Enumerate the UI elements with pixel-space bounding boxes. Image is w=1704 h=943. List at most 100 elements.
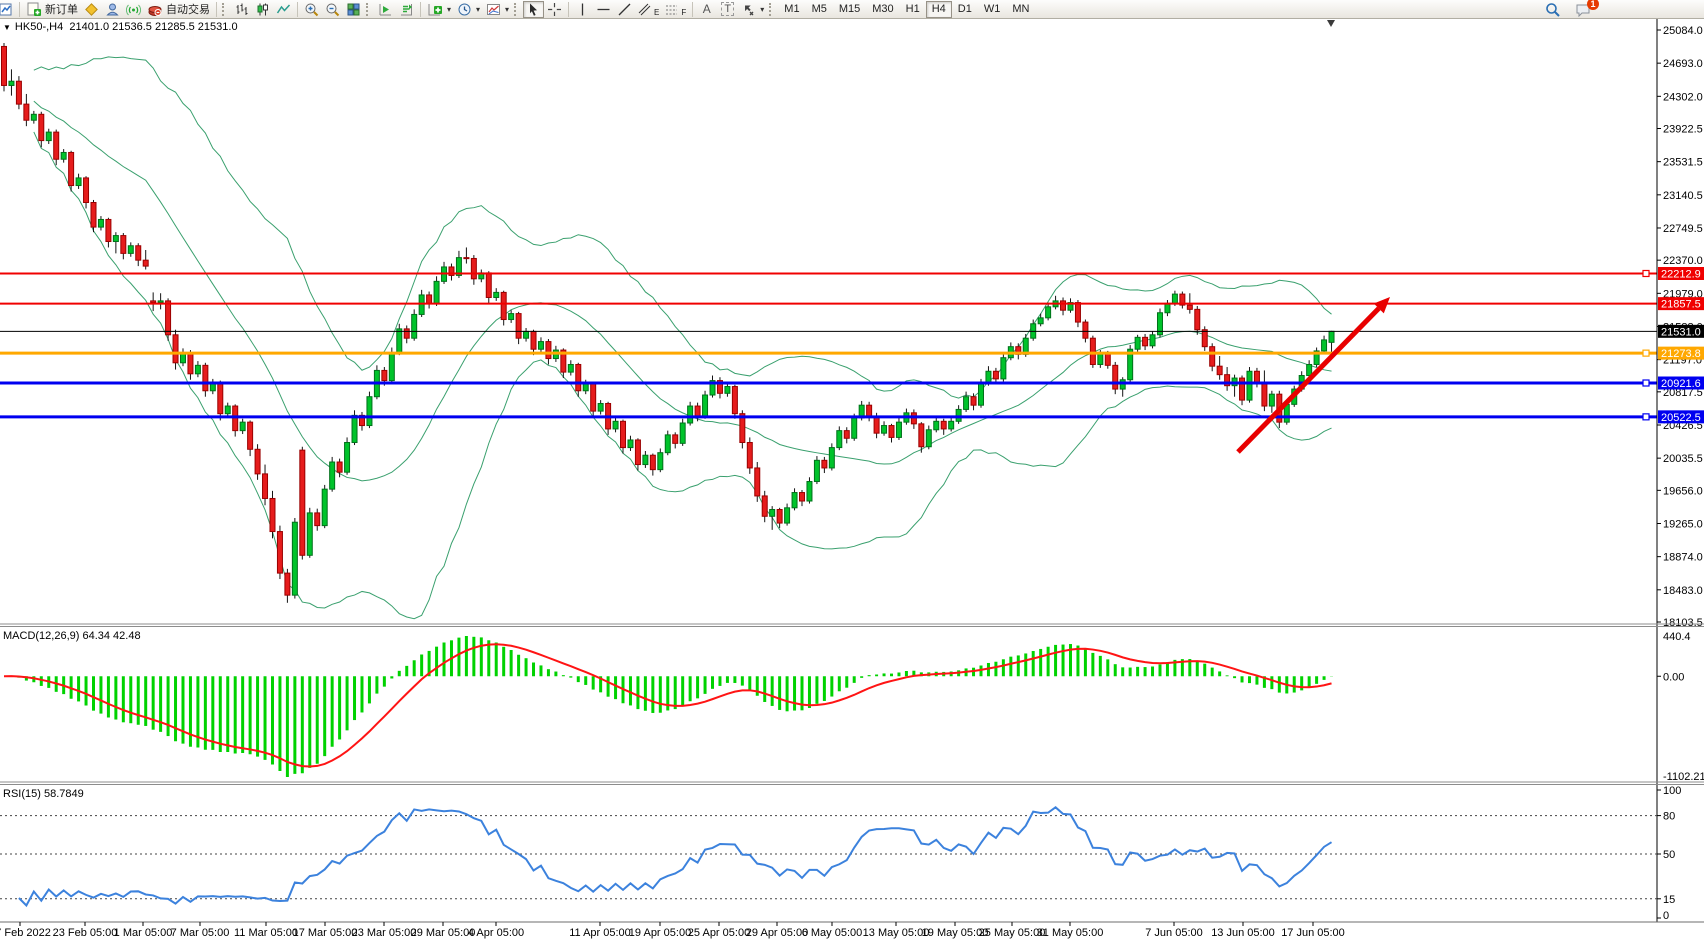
- svg-text:20522.5: 20522.5: [1661, 412, 1701, 424]
- svg-text:17 Jun 05:00: 17 Jun 05:00: [1281, 927, 1345, 939]
- svg-text:7 Jun 05:00: 7 Jun 05:00: [1145, 927, 1203, 939]
- new-order-label: 新订单: [45, 4, 78, 16]
- chart-shift-button[interactable]: [396, 1, 417, 18]
- text-tool-button[interactable]: A: [696, 1, 717, 18]
- zoom-in-button[interactable]: [301, 1, 322, 18]
- svg-text:29 Apr 05:00: 29 Apr 05:00: [746, 927, 808, 939]
- svg-text:0: 0: [1663, 910, 1669, 922]
- metaeditor-icon: [85, 2, 98, 16]
- time-axis[interactable]: [0, 922, 1657, 943]
- line-chart-icon: [276, 3, 291, 13]
- text-tool-letter: A: [702, 2, 711, 16]
- new-order-button[interactable]: 新订单: [23, 1, 81, 18]
- svg-text:20817.5: 20817.5: [1663, 387, 1703, 399]
- svg-text:31 May 05:00: 31 May 05:00: [1037, 927, 1104, 939]
- svg-text:22370.0: 22370.0: [1663, 255, 1703, 267]
- indicators-button[interactable]: ▾: [424, 1, 454, 18]
- autotrading-icon: [148, 5, 162, 16]
- toolbar-separator: [568, 1, 570, 17]
- auto-scroll-icon: [379, 3, 391, 15]
- svg-text:22749.5: 22749.5: [1663, 223, 1703, 235]
- signals-button[interactable]: [123, 1, 144, 18]
- svg-text:0.00: 0.00: [1663, 671, 1684, 683]
- templates-icon: [487, 3, 501, 15]
- chart-title: ▼ HK50-,H4 21401.0 21536.5 21285.5 21531.…: [3, 21, 238, 33]
- svg-text:11 Mar 05:00: 11 Mar 05:00: [234, 927, 298, 939]
- svg-text:7 Mar 05:00: 7 Mar 05:00: [171, 927, 230, 939]
- tab-d1[interactable]: D1: [957, 3, 972, 15]
- tab-mn[interactable]: MN: [1012, 3, 1030, 15]
- metaeditor-button[interactable]: [81, 1, 102, 18]
- tab-m30[interactable]: M30: [872, 3, 894, 15]
- svg-text:19656.0: 19656.0: [1663, 485, 1703, 497]
- toolbar-grip[interactable]: [366, 2, 371, 16]
- svg-text:100: 100: [1663, 785, 1681, 797]
- crosshair-tool-button[interactable]: [544, 1, 565, 18]
- svg-text:15: 15: [1663, 894, 1675, 906]
- tile-windows-icon: [347, 3, 360, 15]
- svg-text:4 Apr 05:00: 4 Apr 05:00: [468, 927, 524, 939]
- search-button[interactable]: [1542, 1, 1564, 18]
- svg-text:23 Feb 05:00: 23 Feb 05:00: [53, 927, 118, 939]
- clock-icon: [458, 3, 471, 15]
- svg-text:18874.0: 18874.0: [1663, 552, 1703, 564]
- channel-tool-button[interactable]: E: [635, 1, 662, 18]
- svg-text:1 Mar 05:00: 1 Mar 05:00: [114, 927, 173, 939]
- channel-icon: [638, 3, 651, 15]
- svg-text:24302.0: 24302.0: [1663, 91, 1703, 103]
- search-icon: [1546, 2, 1560, 17]
- autotrading-button[interactable]: 自动交易: [144, 1, 213, 18]
- templates-button[interactable]: ▾: [483, 1, 512, 18]
- periods-button[interactable]: ▾: [454, 1, 483, 18]
- price-axis[interactable]: [1657, 19, 1704, 922]
- tab-h1[interactable]: H1: [905, 3, 920, 15]
- svg-text:22212.9: 22212.9: [1661, 268, 1701, 280]
- autotrading-label: 自动交易: [166, 4, 210, 16]
- candlestick-chart-button[interactable]: [252, 1, 273, 18]
- zoom-out-button[interactable]: [322, 1, 343, 18]
- tab-w1[interactable]: W1: [983, 3, 1001, 15]
- zoom-in-icon: [305, 3, 319, 16]
- toolbar-separator: [297, 1, 298, 17]
- tab-h4[interactable]: H4: [925, 0, 952, 18]
- text-label-tool-button[interactable]: T: [717, 1, 738, 18]
- chat-button[interactable]: 1: [1572, 0, 1599, 18]
- tab-m15[interactable]: M15: [838, 3, 861, 15]
- indicators-icon: [428, 3, 442, 15]
- toolbar-grip[interactable]: [514, 2, 519, 16]
- svg-text:29 Mar 05:00: 29 Mar 05:00: [411, 927, 476, 939]
- svg-text:23922.5: 23922.5: [1663, 124, 1703, 136]
- experts-button[interactable]: [102, 1, 123, 18]
- tab-m1[interactable]: M1: [784, 3, 800, 15]
- chevron-down-icon: ▾: [447, 4, 452, 14]
- cursor-tool-button[interactable]: [523, 0, 545, 18]
- auto-scroll-button[interactable]: [375, 1, 396, 18]
- toolbar-grip[interactable]: [769, 2, 774, 16]
- label-tool-letter: T: [721, 2, 735, 16]
- new-chart-button[interactable]: [0, 1, 16, 18]
- panel-divider-rsi[interactable]: [0, 779, 1657, 787]
- svg-text:19265.0: 19265.0: [1663, 518, 1703, 530]
- svg-text:23 Mar 05:00: 23 Mar 05:00: [352, 927, 417, 939]
- arrows-icon: [745, 5, 754, 15]
- chart-ohlc-values: 21401.0 21536.5 21285.5 21531.0: [69, 21, 238, 33]
- tab-m5[interactable]: M5: [811, 3, 827, 15]
- svg-text:50: 50: [1663, 849, 1675, 861]
- vertical-line-tool-button[interactable]: [572, 1, 593, 18]
- toolbar-separator: [19, 1, 20, 17]
- trendline-tool-button[interactable]: [614, 1, 635, 18]
- svg-text:20035.5: 20035.5: [1663, 453, 1703, 465]
- svg-text:17 Feb 2022: 17 Feb 2022: [0, 927, 51, 939]
- line-chart-button[interactable]: [273, 1, 294, 18]
- panel-divider-macd[interactable]: [0, 621, 1657, 629]
- arrows-tool-button[interactable]: ▾: [738, 1, 767, 18]
- symbol-dropdown-icon[interactable]: ▼: [3, 23, 11, 32]
- tile-windows-button[interactable]: [343, 1, 364, 18]
- horizontal-line-tool-button[interactable]: [593, 1, 614, 18]
- toolbar-grip[interactable]: [222, 2, 227, 16]
- bar-chart-button[interactable]: [231, 1, 252, 18]
- fibonacci-tool-button[interactable]: F: [662, 1, 689, 18]
- svg-text:21531.0: 21531.0: [1661, 326, 1701, 338]
